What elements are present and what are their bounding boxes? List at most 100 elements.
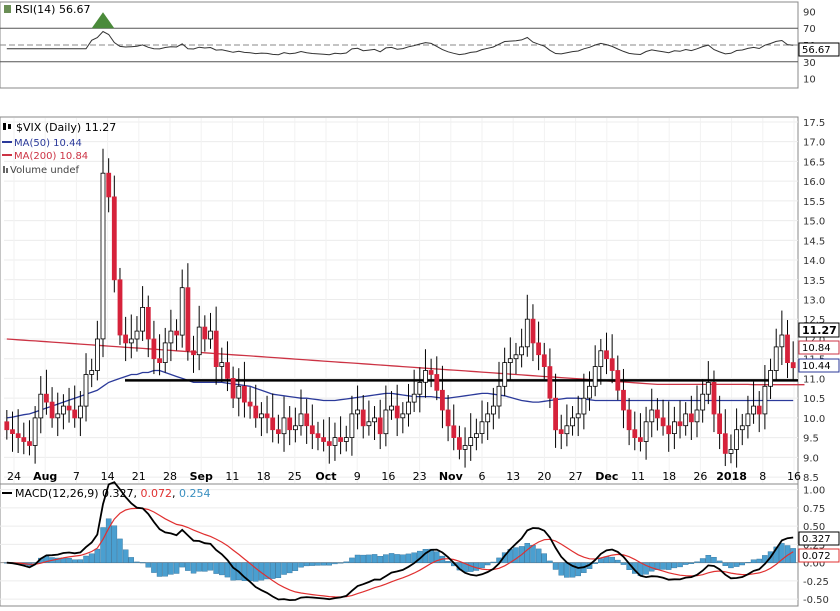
- macd-histogram-bar: [547, 560, 553, 563]
- candle-body: [236, 385, 242, 399]
- candle-body: [111, 196, 117, 281]
- price-tick-label: 10.5: [803, 394, 825, 405]
- macd-last-tags: 0.327 0.072: [798, 531, 840, 563]
- macd-histogram-bar: [666, 562, 672, 570]
- macd-histogram-bar: [77, 559, 84, 563]
- candle-body: [162, 342, 168, 363]
- candle-body: [655, 409, 660, 419]
- x-tick-label: 28: [163, 470, 177, 483]
- rsi-series: [6, 12, 794, 56]
- x-tick-label: Oct: [315, 470, 336, 483]
- macd-histogram-bar: [326, 562, 333, 566]
- candle-body: [411, 393, 417, 403]
- price-tick-label: 16.5: [803, 157, 825, 168]
- ma50-last-tag-text: 10.44: [802, 361, 831, 372]
- candle-body: [326, 441, 332, 446]
- macd-histogram: [4, 518, 796, 582]
- macd-histogram-bar: [162, 562, 168, 577]
- macd-histogram-bar: [524, 543, 531, 563]
- candle-body: [773, 346, 779, 371]
- macd-histogram-bar: [756, 558, 763, 563]
- rsi-last-tag-text: 56.67: [802, 45, 831, 56]
- candle-body: [225, 362, 230, 379]
- candle-body: [157, 358, 163, 364]
- volume-legend-icon-2: [6, 168, 8, 173]
- candle-body: [338, 437, 344, 442]
- volume-legend-icon: [3, 166, 5, 173]
- macd-histogram-bar: [716, 560, 723, 563]
- candle-body: [258, 413, 264, 419]
- macd-histogram-bar: [156, 562, 163, 577]
- x-axis: 24 Aug 7 14 21 28 Sep 11 18 25 Oct 9 16 23 Nov 6 13 20 27 D…: [7, 470, 801, 483]
- moving-average-lines: [6, 338, 805, 419]
- x-tick-label: Nov: [439, 470, 464, 483]
- candle-body: [219, 362, 225, 367]
- x-tick-label: 8: [759, 470, 766, 483]
- candle-body: [689, 413, 694, 423]
- candle-body: [519, 346, 524, 356]
- candle-body: [649, 409, 655, 423]
- rsi-tick-label: 10: [803, 75, 816, 86]
- price-tick-label: 16.0: [803, 177, 825, 188]
- x-tick-label: 13: [506, 470, 520, 483]
- macd-line: [6, 481, 794, 602]
- candle-body: [208, 330, 213, 340]
- macd-histogram-bar: [100, 527, 106, 563]
- candle-body: [762, 385, 768, 415]
- candle-body: [751, 405, 756, 415]
- candle-body: [434, 374, 440, 391]
- candle-body: [83, 374, 89, 407]
- macd-histogram-bar: [615, 559, 621, 563]
- macd-tick-label: -0.25: [803, 577, 829, 588]
- candle-body: [15, 433, 21, 439]
- macd-histogram-bar: [270, 562, 276, 579]
- x-tick-label: 16: [381, 470, 395, 483]
- price-tick-label: 9.0: [803, 453, 819, 464]
- candle-body: [423, 370, 428, 383]
- macd-histogram-bar: [258, 562, 265, 581]
- rsi-tick-label: 90: [803, 7, 816, 18]
- x-tick-label: 7: [73, 470, 80, 483]
- x-tick-label: 16: [787, 470, 801, 483]
- candle-legend-icon-2: [8, 124, 11, 129]
- candle-body: [570, 417, 575, 427]
- candle-body: [202, 326, 208, 340]
- macd-histogram-bar: [620, 562, 627, 565]
- candle-body: [275, 429, 281, 435]
- candle-body: [722, 433, 728, 454]
- macd-histogram-bar: [309, 562, 316, 566]
- price-tick-label: 11.0: [803, 374, 825, 385]
- macd-histogram-bar: [360, 554, 367, 563]
- candle-body: [372, 417, 378, 423]
- candle-body: [106, 172, 112, 198]
- macd-histogram-bar: [688, 562, 695, 565]
- candle-body: [241, 385, 247, 403]
- ma200-last-tag-box: [798, 340, 840, 355]
- candle-body: [355, 409, 361, 415]
- price-tick-label: 17.0: [803, 138, 825, 149]
- macd-histogram-bar: [541, 553, 548, 563]
- macd-histogram-bar: [705, 555, 712, 563]
- candle-body: [400, 413, 406, 419]
- macd-histogram-bar: [694, 561, 700, 563]
- macd-histogram-bar: [139, 562, 146, 564]
- x-tick-label: 23: [413, 470, 427, 483]
- macd-tick-label: 0.25: [803, 540, 825, 551]
- macd-tick-label: 0.00: [803, 559, 825, 570]
- candle-body: [343, 437, 349, 442]
- candle-body: [717, 413, 722, 434]
- candle-body: [309, 425, 315, 435]
- candle-body: [451, 425, 457, 438]
- candle-body: [117, 279, 123, 336]
- candle-body: [230, 377, 236, 399]
- candle-body: [547, 366, 553, 399]
- candle-body: [304, 413, 310, 427]
- macd-histogram-bar: [151, 562, 157, 573]
- rsi-tick-label: 30: [803, 58, 816, 69]
- macd-histogram-bar: [682, 562, 689, 565]
- price-tick-label: 14.5: [803, 236, 825, 247]
- macd-histogram-bar: [558, 562, 565, 576]
- signal-last-tag-text: 0.072: [802, 551, 831, 562]
- candle-body: [615, 370, 621, 391]
- price-axis: 17.5 17.0 16.5 16.0 15.5 15.0 14.5 14.0 13.5 13.0…: [803, 118, 825, 484]
